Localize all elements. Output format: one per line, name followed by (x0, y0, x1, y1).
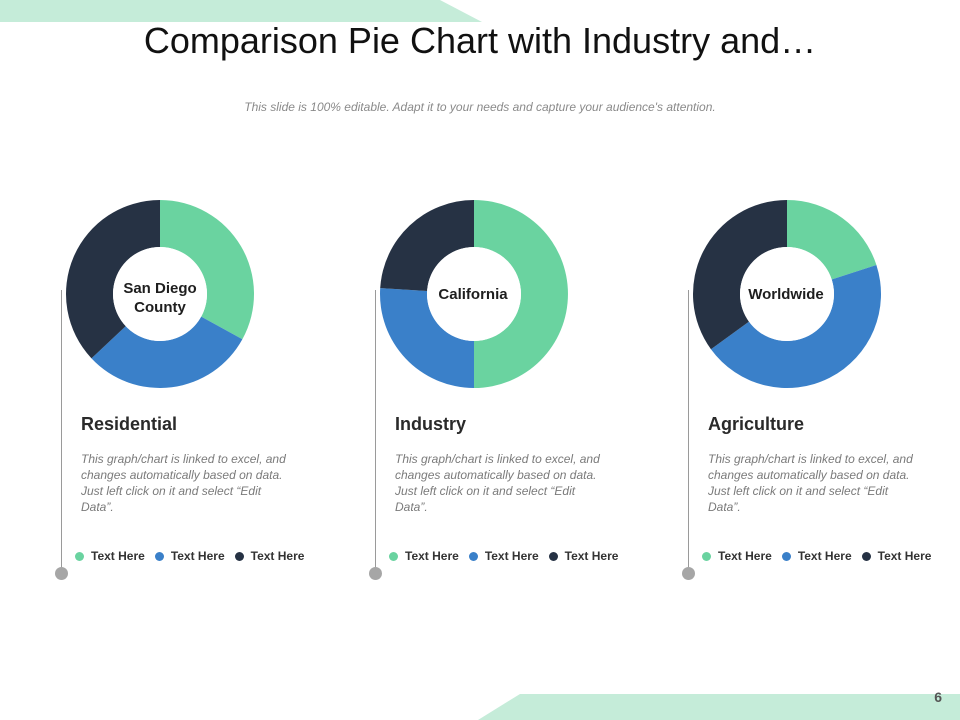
legend-dot-green (389, 551, 398, 561)
legend-label: Text Here (877, 549, 932, 563)
legend-item-blue: Text Here (154, 549, 225, 563)
legend-dot-blue (781, 551, 791, 561)
legend-dot-green (75, 551, 84, 561)
page-subtitle: This slide is 100% editable. Adapt it to… (244, 100, 716, 114)
bottom-accent-polygon (478, 694, 960, 720)
legend-dot-blue (468, 551, 478, 561)
top-accent-polygon (0, 0, 482, 22)
legend-dot-navy (548, 551, 558, 561)
donut-chart-san-diego[interactable] (61, 190, 261, 390)
panel-heading: Agriculture (708, 414, 805, 434)
legend-item-navy: Text Here (234, 549, 305, 563)
center-label-line2: County (134, 299, 186, 316)
legend-dot-navy (234, 551, 244, 561)
legend-label: Text Here (797, 549, 852, 563)
donut-slice-2[interactable] (91, 316, 243, 388)
legend-item-green: Text Here (75, 549, 145, 563)
chart-legend: Text Here Text Here Text Here (389, 549, 618, 563)
legend-label: Text Here (564, 549, 619, 563)
panel-divider-dot (369, 567, 382, 580)
donut-slice-1[interactable] (160, 200, 255, 340)
panel-divider-dot (55, 567, 68, 580)
legend-item-blue: Text Here (468, 549, 539, 563)
donut-slice-1[interactable] (474, 200, 568, 388)
chart-legend: Text Here Text Here Text Here (75, 549, 304, 563)
chart-legend: Text Here Text Here Text Here (702, 549, 931, 563)
donut-center-label: San Diego County (105, 279, 215, 317)
legend-label: Text Here (91, 549, 145, 563)
donut-chart-california[interactable] (375, 190, 575, 390)
panel-agriculture: Worldwide Agriculture This graph/chart i… (682, 190, 960, 590)
legend-dot-green (702, 551, 711, 561)
legend-dot-navy (861, 551, 871, 561)
bottom-accent-shape (478, 694, 960, 720)
donut-hole (740, 247, 834, 341)
panel-description: This graph/chart is linked to excel, and… (708, 452, 913, 514)
donut-slice-3[interactable] (380, 200, 474, 292)
legend-item-green: Text Here (389, 549, 459, 563)
legend-label: Text Here (250, 549, 305, 563)
donut-chart-worldwide[interactable] (688, 190, 888, 390)
donut-slice-3[interactable] (693, 200, 787, 350)
donut-hole (427, 247, 521, 341)
page-title: Comparison Pie Chart with Industry and… (143, 20, 817, 61)
legend-dot-blue (154, 551, 164, 561)
legend-item-navy: Text Here (548, 549, 619, 563)
donut-slice-2[interactable] (710, 264, 881, 388)
top-accent-shape (0, 0, 482, 22)
donut-center-label: Worldwide (731, 285, 841, 304)
donut-slice-3[interactable] (66, 200, 160, 359)
center-label-line1: California (438, 286, 508, 303)
panel-heading: Residential (81, 414, 178, 434)
panel-description: This graph/chart is linked to excel, and… (395, 452, 600, 514)
panel-divider-line (61, 290, 62, 572)
panel-residential: San Diego County Residential This graph/… (55, 190, 361, 590)
page-number: 6 (934, 689, 942, 705)
legend-item-green: Text Here (702, 549, 772, 563)
donut-slice-2[interactable] (380, 288, 474, 388)
donut-slice-1[interactable] (787, 200, 877, 280)
legend-label: Text Here (170, 549, 225, 563)
legend-label: Text Here (718, 549, 772, 563)
legend-label: Text Here (405, 549, 459, 563)
panel-heading: Industry (395, 414, 467, 434)
panel-divider-dot (682, 567, 695, 580)
center-label-line1: Worldwide (748, 286, 824, 303)
panel-divider-line (375, 290, 376, 572)
panel-description: This graph/chart is linked to excel, and… (81, 452, 286, 514)
panel-divider-line (688, 290, 689, 572)
legend-item-navy: Text Here (861, 549, 932, 563)
legend-label: Text Here (484, 549, 539, 563)
legend-item-blue: Text Here (781, 549, 852, 563)
center-label-line1: San Diego (123, 280, 197, 297)
donut-hole (113, 247, 207, 341)
donut-center-label: California (418, 285, 528, 304)
panel-industry: California Industry This graph/chart is … (369, 190, 675, 590)
